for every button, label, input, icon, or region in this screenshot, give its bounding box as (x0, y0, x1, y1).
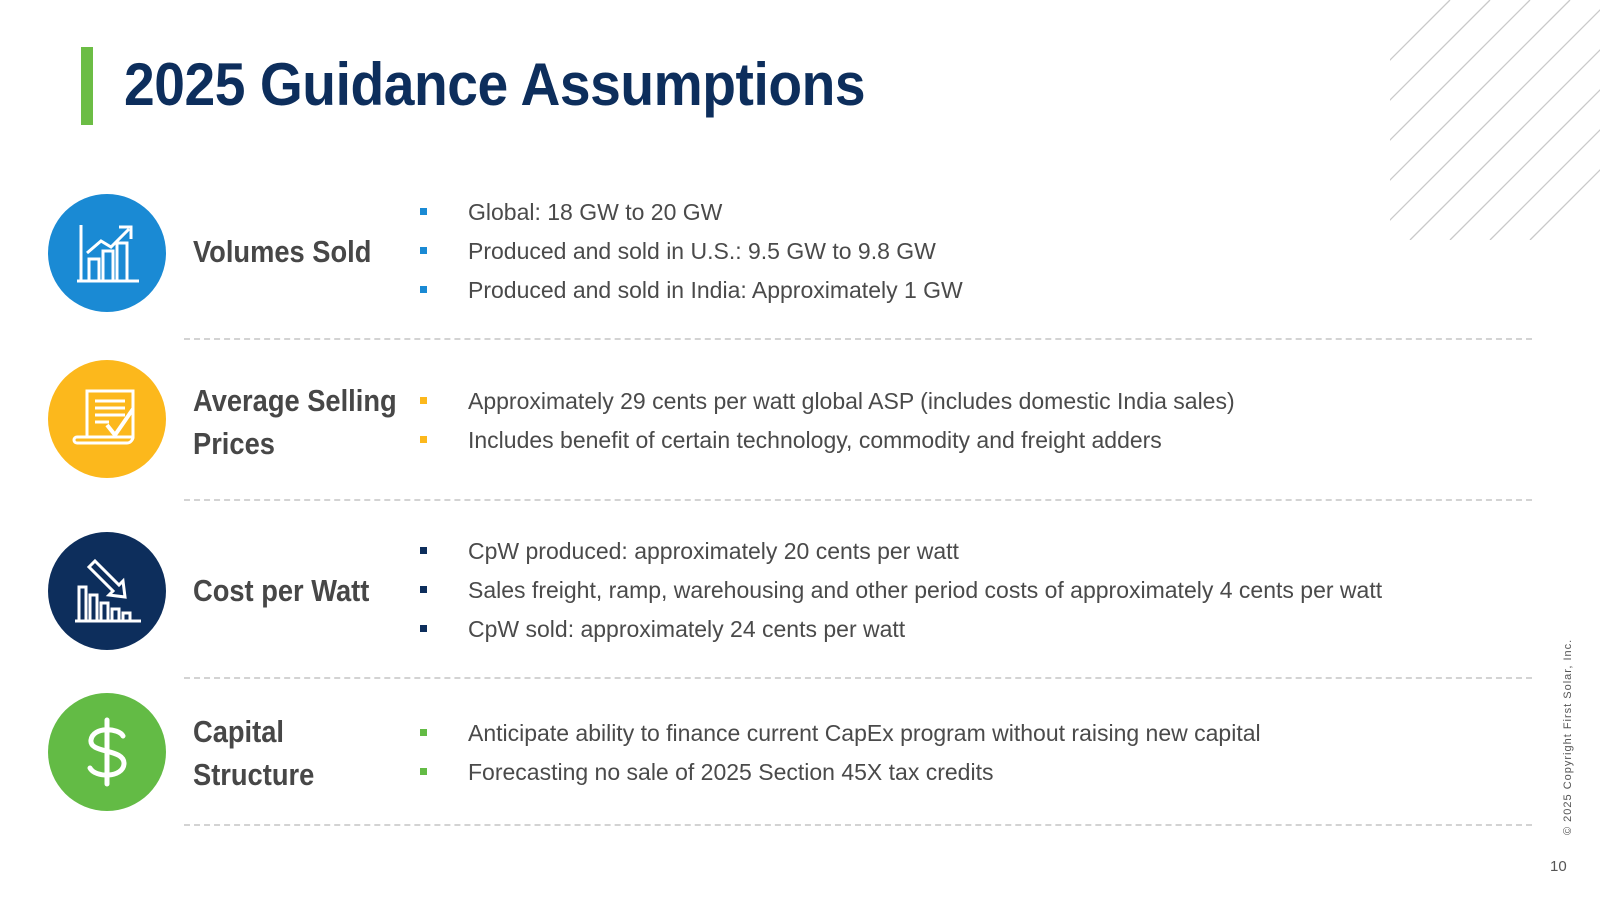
cost-per-watt-bullets: CpW produced: approximately 20 cents per… (420, 532, 1382, 649)
declining-chart-icon (75, 558, 141, 623)
volumes-sold-icon-circle (48, 194, 166, 312)
bullet-item: Global: 18 GW to 20 GW (420, 193, 963, 232)
bullet-item: Sales freight, ramp, warehousing and oth… (420, 571, 1382, 610)
cost-per-watt-icon-circle (48, 532, 166, 650)
bullet-item: CpW sold: approximately 24 cents per wat… (420, 610, 1382, 649)
decorative-stripes (1390, 0, 1600, 240)
section-divider (184, 824, 1532, 826)
bullet-item: Forecasting no sale of 2025 Section 45X … (420, 753, 1261, 792)
bullet-item: Anticipate ability to finance current Ca… (420, 714, 1261, 753)
bullet-item: Approximately 29 cents per watt global A… (420, 382, 1235, 421)
bullet-item: Produced and sold in U.S.: 9.5 GW to 9.8… (420, 232, 963, 271)
title-accent-bar (81, 47, 93, 125)
bullet-item: Includes benefit of certain technology, … (420, 421, 1235, 460)
capital-structure-bullets: Anticipate ability to finance current Ca… (420, 714, 1261, 792)
asp-bullets: Approximately 29 cents per watt global A… (420, 382, 1235, 460)
slide-title: 2025 Guidance Assumptions (124, 51, 866, 118)
capital-structure-icon-circle (48, 693, 166, 811)
page-number: 10 (1550, 858, 1567, 875)
section-divider (184, 338, 1532, 340)
section-divider (184, 499, 1532, 501)
growth-chart-icon (77, 225, 139, 283)
category-label-capital-structure: Capital Structure (193, 714, 315, 792)
category-label-cost-per-watt: Cost per Watt (193, 573, 370, 608)
price-document-icon (72, 389, 135, 445)
asp-icon-circle (48, 360, 166, 478)
copyright-notice: © 2025 Copyright First Solar, Inc. (1562, 638, 1574, 835)
dollar-sign-icon (87, 717, 127, 787)
category-label-volumes-sold: Volumes Sold (193, 234, 372, 269)
volumes-sold-bullets: Global: 18 GW to 20 GW Produced and sold… (420, 193, 963, 310)
bullet-item: Produced and sold in India: Approximatel… (420, 271, 963, 310)
section-divider (184, 677, 1532, 679)
category-label-average-selling-prices: Average Selling Prices (193, 383, 397, 461)
bullet-item: CpW produced: approximately 20 cents per… (420, 532, 1382, 571)
